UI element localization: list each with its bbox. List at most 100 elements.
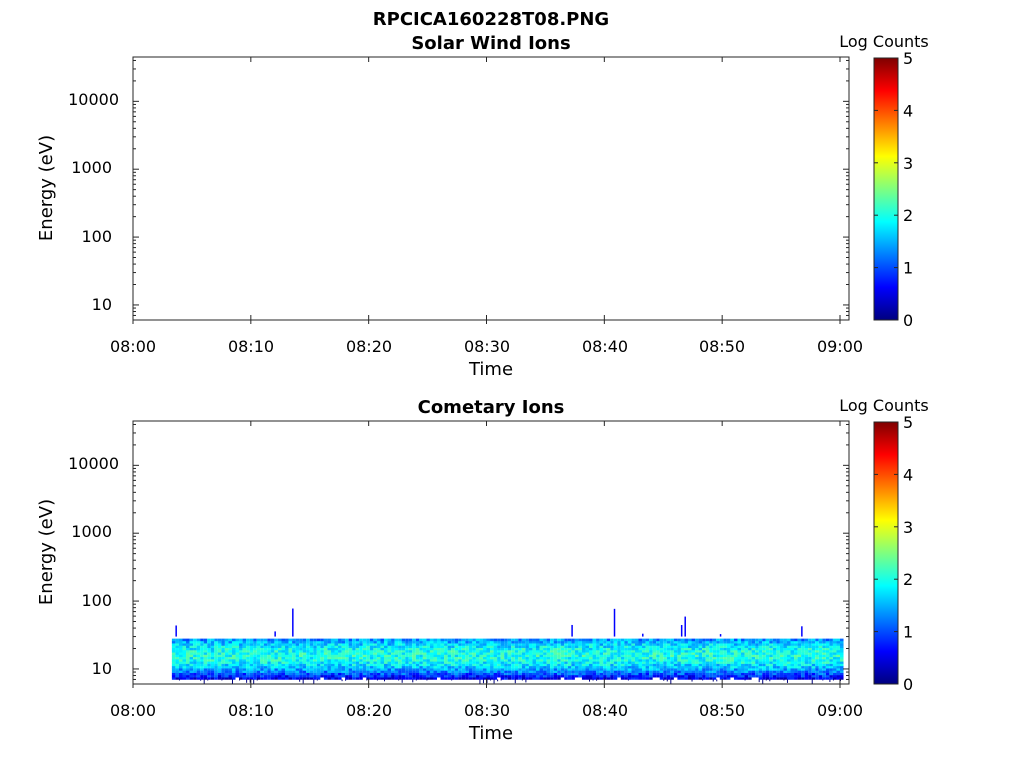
heatmap-cell: [231, 668, 236, 671]
heatmap-cell: [532, 672, 536, 676]
heatmap-cell: [769, 645, 773, 648]
heatmap-cell: [684, 661, 688, 664]
heatmap-cell: [228, 649, 232, 653]
heatmap-cell: [387, 654, 392, 658]
heatmap-cell: [811, 649, 816, 653]
heatmap-cell: [228, 672, 232, 676]
heatmap-cell: [345, 665, 349, 669]
heatmap-cell: [334, 640, 339, 644]
heatmap-cell: [645, 665, 650, 669]
heatmap-cell: [645, 647, 650, 651]
heatmap-cell: [380, 647, 384, 651]
heatmap-cell: [334, 677, 339, 680]
heatmap-cell: [762, 670, 766, 673]
heatmap-cell: [511, 643, 515, 646]
heatmap-cell: [514, 647, 519, 651]
heatmap-cell: [535, 647, 540, 651]
heatmap-cell: [553, 645, 558, 648]
heatmap-cell: [468, 672, 473, 676]
heatmap-cell: [369, 659, 374, 662]
heatmap-cell: [217, 643, 222, 646]
heatmap-cell: [592, 656, 597, 660]
heatmap-cell: [193, 645, 197, 648]
heatmap-cell: [638, 638, 643, 642]
heatmap-cell: [408, 674, 413, 678]
heatmap-cell: [376, 668, 381, 671]
heatmap-cell: [171, 645, 176, 648]
heatmap-cell: [221, 649, 225, 653]
heatmap-cell: [603, 638, 607, 642]
heatmap-cell: [564, 656, 568, 660]
heatmap-cell: [634, 647, 639, 651]
heatmap-cell: [589, 672, 593, 676]
x-tick-label: 08:10: [228, 701, 274, 720]
heatmap-cell: [818, 645, 823, 648]
heatmap-cell: [348, 665, 353, 669]
heatmap-cell: [748, 659, 752, 662]
heatmap-cell: [751, 663, 756, 667]
heatmap-cell: [277, 654, 282, 658]
heatmap-cell: [617, 663, 621, 667]
heatmap-cell: [567, 672, 572, 676]
heatmap-cell: [815, 652, 819, 655]
heatmap-cell: [175, 668, 179, 671]
heatmap-cell: [564, 661, 568, 664]
heatmap-cell: [794, 643, 798, 646]
heatmap-cell: [786, 670, 791, 673]
heatmap-cell: [253, 659, 257, 662]
heatmap-cell: [730, 649, 734, 653]
heatmap-cell: [468, 661, 473, 664]
heatmap-cell: [581, 638, 586, 642]
heatmap-cell: [514, 649, 519, 653]
x-tick-label: 09:00: [817, 337, 863, 356]
heatmap-cell: [295, 670, 300, 673]
heatmap-cell: [840, 638, 844, 642]
heatmap-cell: [808, 663, 812, 667]
heatmap-cell: [769, 652, 773, 655]
heatmap-cell: [695, 677, 699, 680]
heatmap-cell: [260, 656, 264, 660]
heatmap-cell: [398, 659, 402, 662]
heatmap-cell: [387, 674, 392, 678]
heatmap-cell: [804, 677, 809, 680]
heatmap-cell: [525, 679, 527, 683]
heatmap-cell: [468, 677, 473, 680]
heatmap-cell: [178, 677, 183, 680]
heatmap-cell: [829, 656, 833, 660]
heatmap-cell: [680, 643, 685, 646]
heatmap-cell: [444, 661, 448, 664]
heatmap-cell: [175, 665, 179, 669]
heatmap-cell: [341, 654, 346, 658]
heatmap-cell: [482, 679, 484, 684]
heatmap-cell: [726, 638, 731, 642]
heatmap-cell: [567, 677, 572, 680]
heatmap-cell: [221, 677, 225, 680]
heatmap-cell: [461, 668, 466, 671]
heatmap-cell: [362, 668, 367, 671]
heatmap-cell: [659, 659, 664, 662]
heatmap-cell: [394, 670, 399, 673]
heatmap-cell: [302, 674, 307, 678]
colorbar-tick-label: 0: [903, 675, 913, 694]
heatmap-cell: [811, 647, 816, 651]
heatmap-cell: [316, 672, 321, 676]
heatmap-cell: [383, 640, 388, 644]
heatmap-cell: [338, 647, 342, 651]
heatmap-cell: [383, 677, 388, 680]
heatmap-cell: [507, 668, 512, 671]
panel-title: Solar Wind Ions: [411, 33, 570, 54]
heatmap-cell: [684, 647, 688, 651]
heatmap-cell: [677, 643, 681, 646]
heatmap-cell: [783, 647, 787, 651]
heatmap-cell: [458, 672, 462, 676]
heatmap-cell: [256, 661, 261, 664]
heatmap-cell: [320, 643, 324, 646]
heatmap-cell: [348, 670, 353, 673]
heatmap-cell: [500, 663, 505, 667]
heatmap-cell: [638, 672, 643, 676]
heatmap-cell: [302, 672, 307, 676]
heatmap-cell: [719, 659, 724, 662]
heatmap-cell: [790, 674, 795, 678]
heatmap-cell: [603, 670, 607, 673]
heatmap-cell: [737, 661, 742, 664]
